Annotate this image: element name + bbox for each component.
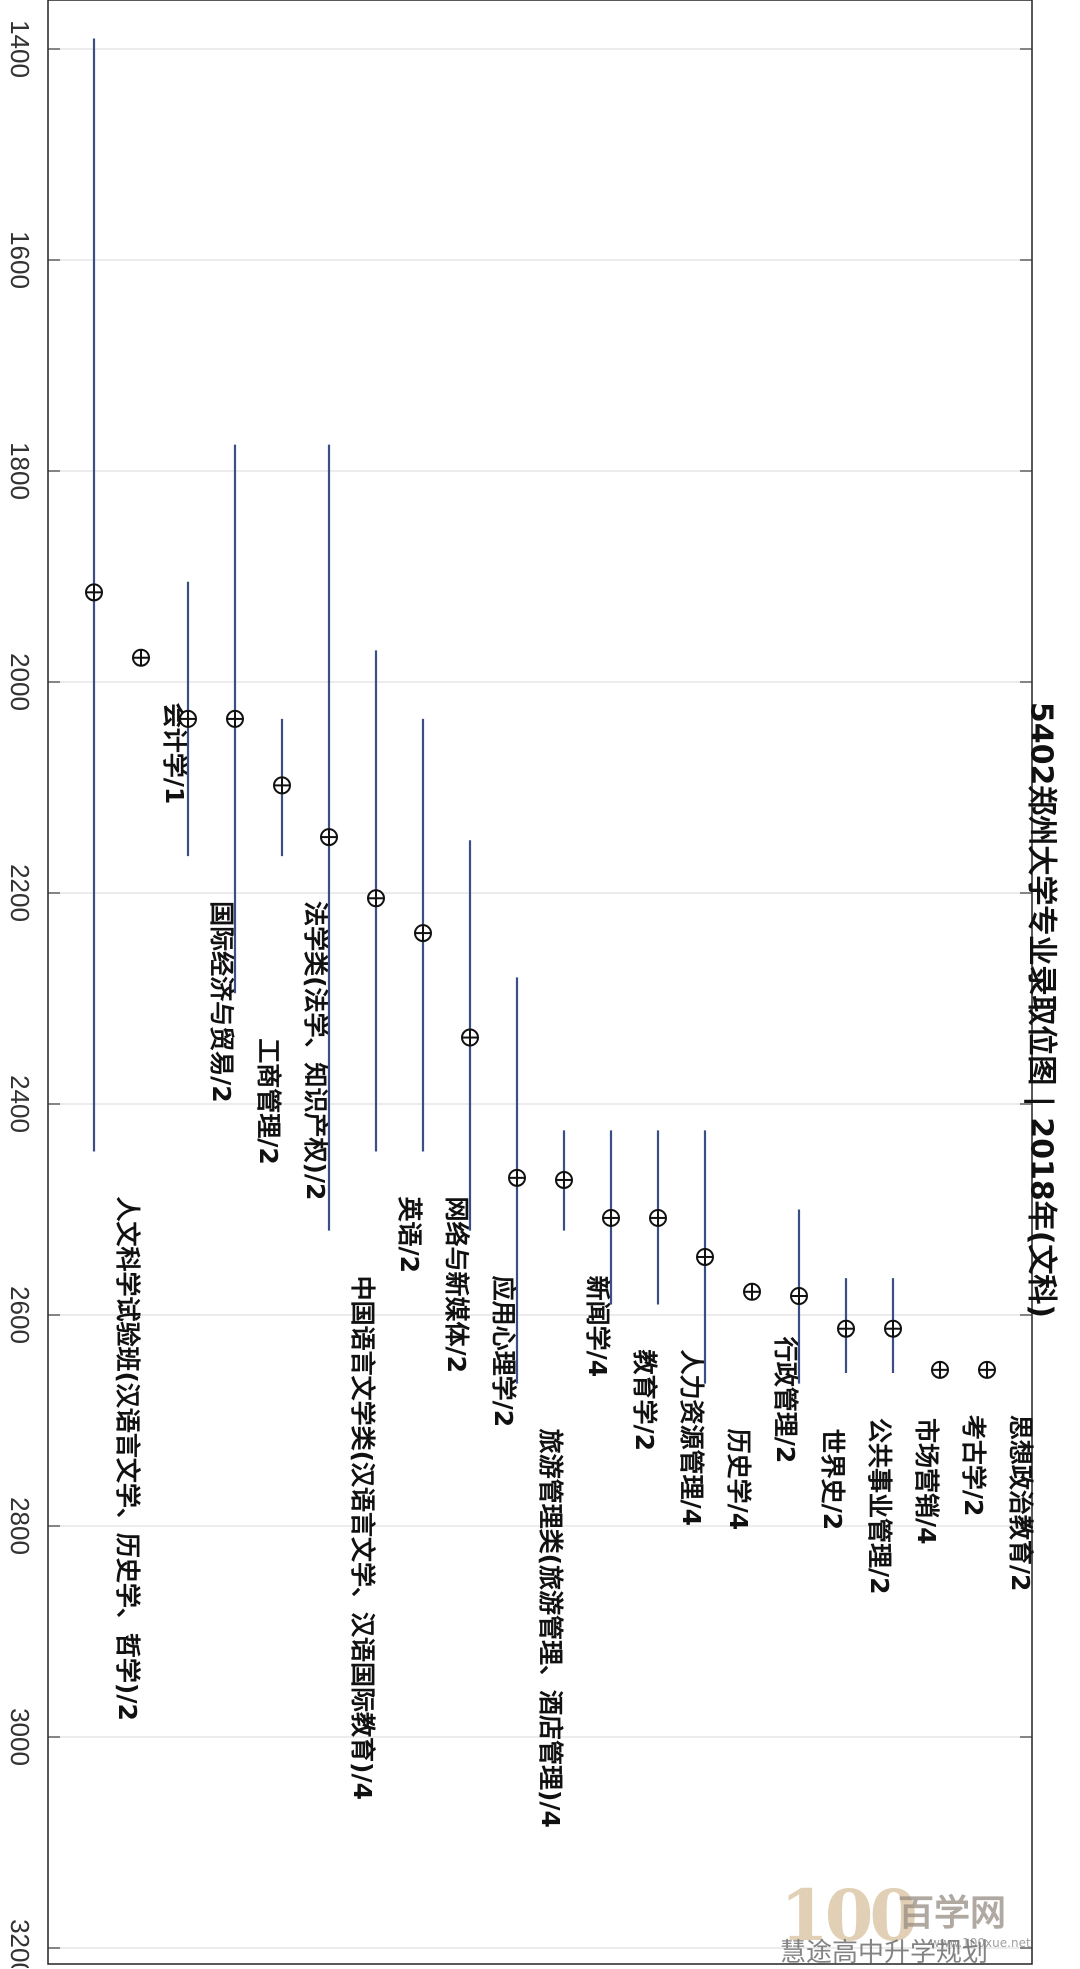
category-label: 市场营销/4 bbox=[912, 1418, 941, 1545]
tick-label: 2400 bbox=[5, 1075, 35, 1133]
category-label: 历史学/4 bbox=[724, 1429, 753, 1531]
tick-label: 2000 bbox=[5, 653, 35, 711]
axis-ticks: 1400 1600 1800 2000 2200 2400 2600 2800 3000 3200 bbox=[5, 20, 1032, 1968]
tick-label: 2800 bbox=[5, 1497, 35, 1555]
category-label: 应用心理学/2 bbox=[489, 1276, 518, 1428]
tick-label: 1800 bbox=[5, 442, 35, 500]
watermark-logo-name: 百学网 bbox=[898, 1892, 1007, 1934]
plot-frame bbox=[47, 0, 1033, 1965]
tick-label: 3000 bbox=[5, 1708, 35, 1766]
category-label: 世界史/2 bbox=[818, 1429, 847, 1531]
category-label: 工商管理/2 bbox=[254, 1038, 283, 1165]
grid-lines bbox=[48, 48, 1032, 1949]
tick-label: 2200 bbox=[5, 864, 35, 922]
category-label: 法学类(法学、知识产权)/2 bbox=[301, 901, 330, 1200]
category-label: 中国语言文学类(汉语言文学、汉语国际教育)/4 bbox=[348, 1276, 377, 1800]
watermark: 100 百学网 慧途高中升学规划 www.100xue.net bbox=[780, 1874, 1070, 1968]
tick-label: 1400 bbox=[5, 20, 35, 78]
tick-label: 3200 bbox=[5, 1919, 35, 1968]
tick-label: 1600 bbox=[5, 231, 35, 289]
category-label: 网络与新媒体/2 bbox=[442, 1196, 471, 1373]
category-label: 人文科学试验班(汉语言文学、历史学、哲学)/2 bbox=[113, 1196, 142, 1720]
category-label: 教育学/2 bbox=[630, 1349, 659, 1451]
tick-label: 2600 bbox=[5, 1286, 35, 1344]
category-label: 考古学/2 bbox=[959, 1415, 988, 1517]
category-label: 英语/2 bbox=[395, 1196, 424, 1273]
chart-title: 5402郑州大学专业录取位图 | 2018年(文科) bbox=[1024, 702, 1059, 1318]
watermark-account: 慧途高中升学规划 bbox=[780, 1938, 989, 1968]
category-label: 思想政治教育/2 bbox=[1006, 1415, 1035, 1592]
category-label: 公共事业管理/2 bbox=[865, 1418, 894, 1595]
category-label: 国际经济与贸易/2 bbox=[207, 901, 236, 1103]
category-label: 行政管理/2 bbox=[771, 1336, 800, 1464]
watermark-url: www.100xue.net bbox=[930, 1936, 1031, 1950]
category-label: 旅游管理类(旅游管理、酒店管理)/4 bbox=[536, 1429, 565, 1828]
category-label: 人力资源管理/4 bbox=[677, 1349, 706, 1526]
watermark-logo-number: 100 bbox=[780, 1874, 918, 1957]
category-label: 新闻学/4 bbox=[583, 1276, 612, 1378]
